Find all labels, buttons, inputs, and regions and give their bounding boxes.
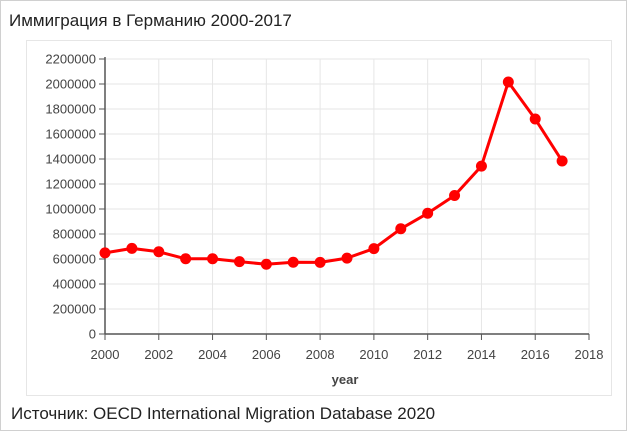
y-tick-label: 200000: [53, 302, 96, 317]
x-tick-label: 2010: [359, 347, 388, 362]
x-tick-label: 2016: [521, 347, 550, 362]
data-point: [99, 247, 111, 259]
data-point: [341, 252, 353, 264]
line-chart: 0 200000 400000 600000 800000 1000000 1200000 1…: [45, 52, 604, 388]
data-point: [449, 190, 461, 201]
x-tick-label: 2012: [413, 347, 442, 362]
x-tick-label: 2004: [198, 347, 227, 362]
data-point: [475, 160, 487, 172]
data-point: [207, 253, 219, 265]
source-note: Источник: OECD International Migration D…: [11, 404, 436, 423]
y-tick-label: 2000000: [45, 77, 96, 92]
y-tick-label: 0: [89, 327, 96, 342]
data-point: [287, 256, 299, 268]
chart-title: Иммиграция в Германию 2000-2017: [9, 11, 292, 30]
data-point: [395, 223, 407, 235]
y-tick-label: 400000: [53, 277, 96, 292]
plot-panel: [27, 41, 611, 395]
y-tick-label: 1000000: [45, 202, 96, 217]
data-point: [502, 76, 514, 88]
y-tick-label: 800000: [53, 227, 96, 242]
y-tick-label: 1800000: [45, 102, 96, 117]
x-tick-label: 2014: [467, 347, 496, 362]
y-tick-label: 600000: [53, 252, 96, 267]
data-point: [153, 246, 165, 258]
y-tick-label: 1600000: [45, 127, 96, 142]
x-axis-title: year: [332, 372, 359, 387]
data-point: [368, 243, 380, 255]
x-tick-label: 2008: [306, 347, 335, 362]
data-point: [314, 256, 326, 268]
x-tick-label: 2006: [252, 347, 281, 362]
x-tick-label: 2018: [575, 347, 604, 362]
x-tick-label: 2000: [91, 347, 120, 362]
data-point: [233, 256, 245, 268]
data-point: [260, 258, 272, 270]
y-tick-label: 2200000: [45, 52, 96, 67]
data-point: [556, 155, 568, 167]
data-point: [180, 253, 192, 265]
x-tick-label: 2002: [144, 347, 173, 362]
data-point: [422, 207, 434, 219]
data-point: [529, 113, 541, 125]
y-tick-label: 1400000: [45, 152, 96, 167]
data-point: [126, 242, 138, 254]
y-tick-label: 1200000: [45, 177, 96, 192]
